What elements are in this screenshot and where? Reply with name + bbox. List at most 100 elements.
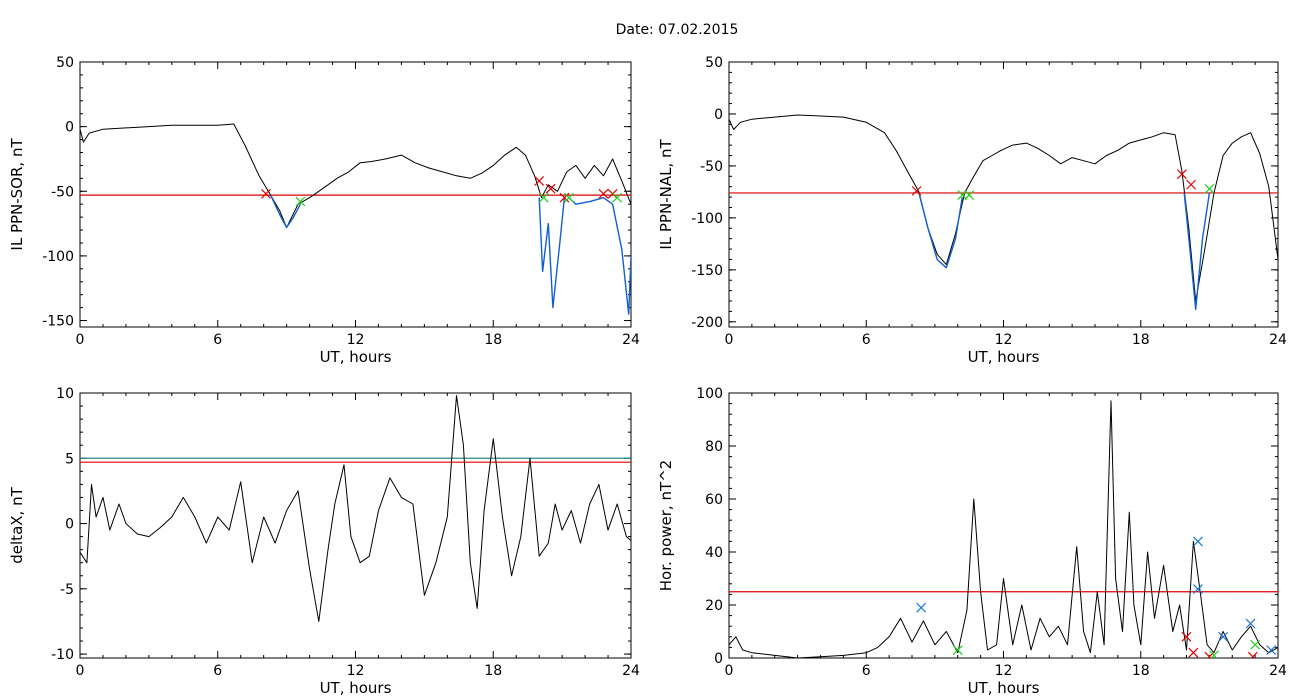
x-axis-label: UT, hours xyxy=(968,348,1040,366)
chart-panel-2: 0 6 12 18 24 50 0 -50 -100 -150 -200 UT, hours IL PP… xyxy=(657,55,1287,366)
y-tick-label: -150 xyxy=(42,314,74,330)
data-marker xyxy=(295,196,306,207)
x-tick-label: 24 xyxy=(1269,332,1287,348)
x-tick-label: 0 xyxy=(76,332,85,348)
y-tick-label: 80 xyxy=(705,439,723,455)
x-tick-label: 24 xyxy=(622,332,640,348)
y-tick-label: 0 xyxy=(65,517,74,533)
y-tick-label: 50 xyxy=(56,55,74,71)
chart-panel-4: 0 6 12 18 24 100 80 60 40 20 0 UT, hours Hor. power,… xyxy=(657,386,1287,697)
data-marker xyxy=(534,176,545,186)
y-tick-label: -100 xyxy=(42,249,74,265)
marker-stroke xyxy=(559,192,570,203)
y-axis-label: IL PPN-NAL, nT xyxy=(657,139,675,250)
data-marker xyxy=(538,192,549,203)
data-marker xyxy=(598,188,609,199)
marker-stroke xyxy=(534,176,545,186)
y-tick-label: -10 xyxy=(51,647,74,663)
marker-stroke xyxy=(545,183,556,194)
x-tick-label: 0 xyxy=(76,663,85,679)
y-tick-label: 20 xyxy=(705,598,723,614)
data-layer xyxy=(80,123,631,315)
y-axis-label: deltaX, nT xyxy=(8,486,26,563)
plot-frame xyxy=(728,61,1279,328)
x-tick-label: 0 xyxy=(725,332,734,348)
data-marker xyxy=(612,192,623,203)
marker-stroke xyxy=(612,192,623,203)
y-tick-label: -50 xyxy=(51,184,74,200)
marker-stroke xyxy=(957,190,968,200)
data-layer xyxy=(729,400,1278,658)
marker-stroke xyxy=(1250,651,1258,658)
data-marker xyxy=(1245,618,1256,629)
data-marker xyxy=(1193,536,1203,547)
series-line-4 xyxy=(568,196,631,315)
chart-panel-3: 0 6 12 18 24 10 5 0 -5 -10 UT, hours deltaX, nT xyxy=(8,386,640,697)
y-tick-label: 60 xyxy=(705,492,723,508)
series-line-3 xyxy=(1183,192,1211,310)
chart-panel-1: 0 6 12 18 24 50 0 -50 -100 -150 UT, hours IL PPN-SO… xyxy=(8,55,640,366)
data-marker xyxy=(559,192,570,203)
series-line-1 xyxy=(80,123,631,228)
data-marker xyxy=(261,188,271,199)
x-tick-label: 0 xyxy=(725,663,734,679)
x-tick-label: 18 xyxy=(1132,332,1150,348)
y-tick-label: -50 xyxy=(700,159,723,175)
y-tick-label: -5 xyxy=(60,582,74,598)
plot-frame xyxy=(79,61,632,328)
data-marker xyxy=(545,183,556,194)
x-tick-label: 12 xyxy=(347,663,365,679)
data-marker xyxy=(1266,645,1277,655)
y-tick-label: 0 xyxy=(714,107,723,123)
x-tick-label: 6 xyxy=(213,332,222,348)
marker-stroke xyxy=(1266,645,1277,655)
x-axis-label: UT, hours xyxy=(320,679,392,697)
x-tick-label: 12 xyxy=(995,332,1013,348)
marker-stroke xyxy=(1218,631,1229,642)
marker-stroke xyxy=(1188,647,1199,658)
plot-frame xyxy=(728,392,1279,659)
marker-stroke xyxy=(1181,631,1192,642)
data-marker xyxy=(1247,651,1258,658)
x-axis-label: UT, hours xyxy=(968,679,1040,697)
data-marker xyxy=(964,190,975,200)
y-axis-label: Hor. power, nT^2 xyxy=(657,460,675,591)
marker-stroke xyxy=(964,190,975,200)
x-tick-label: 6 xyxy=(862,663,871,679)
data-marker xyxy=(1204,183,1215,194)
y-tick-label: 50 xyxy=(705,55,723,71)
y-tick-label: -200 xyxy=(691,315,723,331)
x-tick-label: 12 xyxy=(347,332,365,348)
marker-stroke xyxy=(1186,179,1196,190)
series-line-2 xyxy=(269,194,302,229)
marker-stroke xyxy=(261,188,271,199)
x-tick-label: 18 xyxy=(484,332,502,348)
data-marker xyxy=(1188,647,1199,658)
series-line-1 xyxy=(80,395,631,622)
x-tick-label: 6 xyxy=(862,332,871,348)
marker-stroke xyxy=(295,196,306,207)
marker-stroke xyxy=(1204,183,1215,194)
series-line-3 xyxy=(538,197,566,309)
y-tick-label: -100 xyxy=(691,211,723,227)
x-tick-label: 18 xyxy=(1132,663,1150,679)
marker-stroke xyxy=(952,645,963,655)
data-marker xyxy=(957,190,968,200)
data-marker xyxy=(1209,650,1219,658)
x-tick-label: 18 xyxy=(484,663,502,679)
marker-stroke xyxy=(911,185,922,196)
y-axis-label: IL PPN-SOR, nT xyxy=(8,138,26,251)
series-line-1 xyxy=(729,114,1278,302)
data-layer xyxy=(729,114,1278,310)
data-layer xyxy=(80,395,631,622)
data-marker xyxy=(564,192,574,203)
data-marker xyxy=(1181,631,1192,642)
marker-stroke xyxy=(598,188,609,199)
x-tick-label: 24 xyxy=(1269,663,1287,679)
x-tick-label: 24 xyxy=(622,663,640,679)
marker-stroke xyxy=(1177,169,1187,180)
series-line-1 xyxy=(729,400,1278,658)
x-tick-label: 6 xyxy=(213,663,222,679)
